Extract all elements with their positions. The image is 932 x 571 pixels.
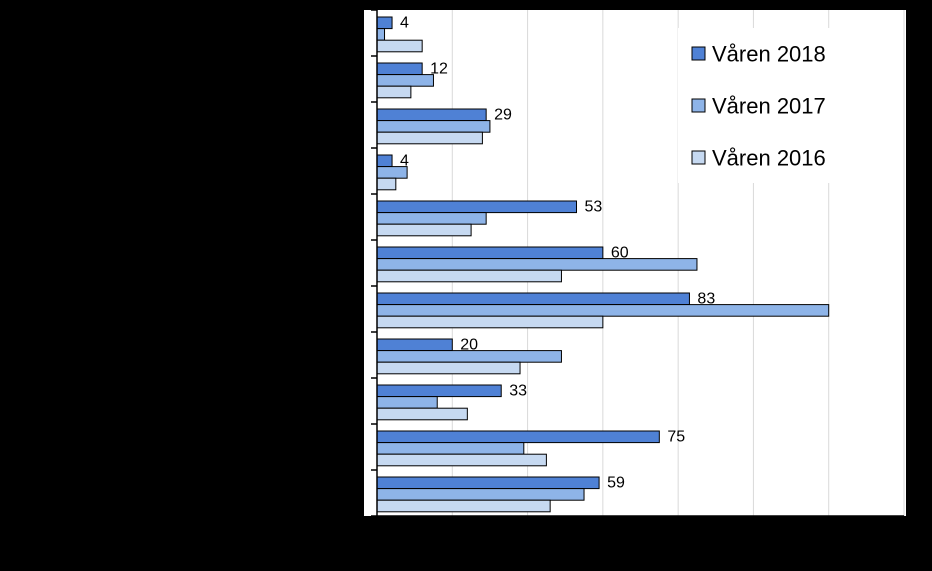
- bar: [376, 315, 604, 329]
- bar: [376, 384, 502, 398]
- bar: [376, 396, 438, 409]
- bar: [376, 269, 562, 283]
- bar: [376, 407, 468, 421]
- bar: [376, 430, 660, 444]
- bar: [376, 108, 487, 122]
- data-label: 59: [607, 474, 625, 491]
- bar: [376, 28, 386, 41]
- bar: [376, 62, 423, 76]
- bar: [376, 131, 483, 145]
- legend-swatch: [691, 98, 706, 113]
- bar: [376, 223, 472, 237]
- legend: Våren 2018 Våren 2017 Våren 2016: [678, 28, 856, 183]
- data-label: 29: [494, 106, 512, 123]
- data-label: 33: [509, 382, 527, 399]
- bar: [376, 39, 423, 53]
- bar: [376, 476, 600, 490]
- bar: [376, 177, 397, 191]
- legend-swatch: [691, 150, 706, 165]
- data-label: 60: [611, 244, 629, 261]
- legend-background: [678, 28, 856, 183]
- bar: [376, 200, 578, 214]
- bar: [376, 258, 698, 271]
- bar: [376, 292, 690, 306]
- data-label: 12: [430, 60, 448, 77]
- bar: [376, 442, 525, 455]
- axes: [371, 9, 905, 522]
- data-label: 20: [460, 336, 478, 353]
- bar: [376, 74, 434, 87]
- data-label: 4: [400, 152, 409, 169]
- bar: [376, 453, 547, 467]
- bar: [376, 499, 551, 513]
- data-label: 83: [697, 290, 715, 307]
- data-label: 4: [400, 14, 409, 31]
- legend-swatch: [691, 46, 706, 61]
- bar: [376, 212, 487, 225]
- legend-label: Våren 2016: [712, 146, 826, 171]
- bar: [376, 488, 585, 501]
- data-label: 53: [585, 198, 603, 215]
- data-labels: 4 12 29 4 53 60 83 20 33 75 59: [400, 14, 715, 491]
- bar: [376, 85, 412, 99]
- bar: [376, 338, 453, 352]
- legend-label: Våren 2017: [712, 94, 826, 119]
- bar: [376, 154, 393, 168]
- bar: [376, 361, 521, 375]
- bar: [376, 120, 491, 133]
- legend-label: Våren 2018: [712, 42, 826, 67]
- bar: [376, 304, 830, 317]
- bar: [376, 16, 393, 30]
- bar: [376, 246, 604, 260]
- data-label: 75: [667, 428, 685, 445]
